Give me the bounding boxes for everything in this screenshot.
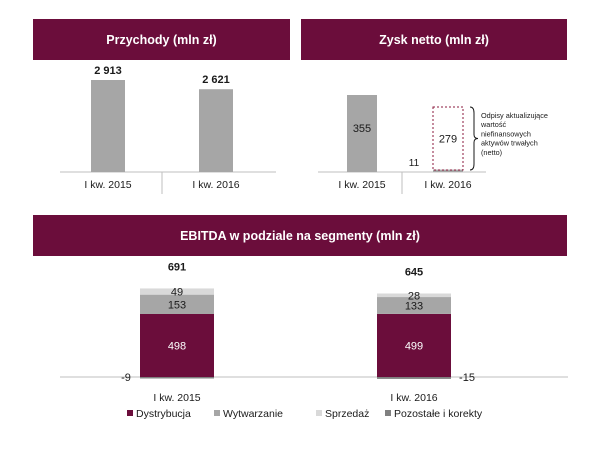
ebitda-bar-0-segment-0 xyxy=(140,314,214,377)
ebitda-bar-1-segment-1 xyxy=(377,297,451,314)
revenue-tick-label-1: I kw. 2016 xyxy=(192,179,239,191)
ebitda-bar-0-segment-1 xyxy=(140,294,214,314)
ebitda-total-label-0: 691 xyxy=(168,261,186,273)
net-impairment-brace xyxy=(469,106,479,171)
net-impairment-note-line-4: (netto) xyxy=(481,148,502,157)
net-value-label-1: 11 xyxy=(409,158,420,169)
revenue-bar-0 xyxy=(91,80,125,172)
ebitda-value-label-0-3: -9 xyxy=(121,372,131,384)
ebitda-bar-0-segment-3 xyxy=(140,377,214,379)
revenue-chart-title: Przychody (mln zł) xyxy=(33,19,290,60)
ebitda-legend-swatch-3 xyxy=(385,410,391,416)
ebitda-legend-label-2: Sprzedaż xyxy=(325,408,369,420)
net-tick-label-1: I kw. 2016 xyxy=(424,179,471,191)
ebitda-bar-1-segment-0 xyxy=(377,313,451,377)
ebitda-legend-swatch-2 xyxy=(316,410,322,416)
ebitda-chart-title: EBITDA w podziale na segmenty (mln zł) xyxy=(33,215,567,256)
revenue-bar-1 xyxy=(199,89,233,172)
net-bar-0 xyxy=(347,95,377,172)
net-profit-chart-title: Zysk netto (mln zł) xyxy=(301,19,567,60)
net-tick-label-0: I kw. 2015 xyxy=(338,179,385,191)
ebitda-value-label-1-3: -15 xyxy=(459,372,475,384)
ebitda-tick-label-0: I kw. 2015 xyxy=(153,392,200,404)
revenue-value-label-1: 2 621 xyxy=(202,74,230,86)
ebitda-legend-swatch-1 xyxy=(214,410,220,416)
net-impairment-note-line-0: Odpisy aktualizujące xyxy=(481,111,548,120)
ebitda-bar-1-segment-2 xyxy=(377,293,451,298)
net-impairment-box xyxy=(432,106,464,171)
net-bar-1 xyxy=(433,169,463,172)
ebitda-bar-0-segment-2 xyxy=(140,288,214,295)
ebitda-value-label-1-0: 499 xyxy=(405,340,423,352)
ebitda-value-label-0-2: 49 xyxy=(171,287,183,299)
net-impairment-value: 279 xyxy=(439,134,457,146)
ebitda-total-label-1: 645 xyxy=(405,267,423,279)
ebitda-value-label-1-2: 28 xyxy=(408,290,420,302)
ebitda-value-label-1-1: 133 xyxy=(405,300,423,312)
ebitda-bar-1-segment-3 xyxy=(377,377,451,379)
ebitda-tick-label-1: I kw. 2016 xyxy=(390,392,437,404)
net-impairment-note-line-1: wartość xyxy=(480,120,506,129)
ebitda-value-label-0-1: 153 xyxy=(168,299,186,311)
ebitda-legend-swatch-0 xyxy=(127,410,133,416)
ebitda-legend-label-3: Pozostałe i korekty xyxy=(394,408,483,420)
ebitda-legend-label-0: Dystrybucja xyxy=(136,408,191,420)
ebitda-legend-label-1: Wytwarzanie xyxy=(223,408,283,420)
revenue-tick-label-0: I kw. 2015 xyxy=(84,179,131,191)
ebitda-value-label-0-0: 498 xyxy=(168,341,186,353)
net-impairment-note-line-2: niefinansowych xyxy=(481,129,531,138)
net-value-label-0: 355 xyxy=(353,123,371,135)
net-impairment-note-line-3: aktywów trwałych xyxy=(481,139,538,148)
revenue-value-label-0: 2 913 xyxy=(94,65,122,77)
